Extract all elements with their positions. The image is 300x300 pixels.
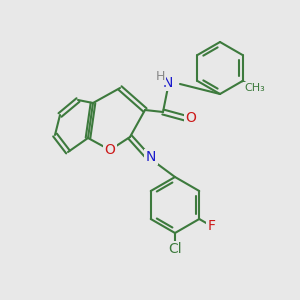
Text: H: H — [155, 70, 165, 83]
Text: N: N — [146, 150, 156, 164]
Text: N: N — [163, 76, 173, 90]
Text: Cl: Cl — [168, 242, 182, 256]
Text: O: O — [105, 143, 116, 157]
Text: CH₃: CH₃ — [244, 83, 265, 93]
Text: O: O — [186, 111, 196, 125]
Text: F: F — [207, 219, 215, 233]
